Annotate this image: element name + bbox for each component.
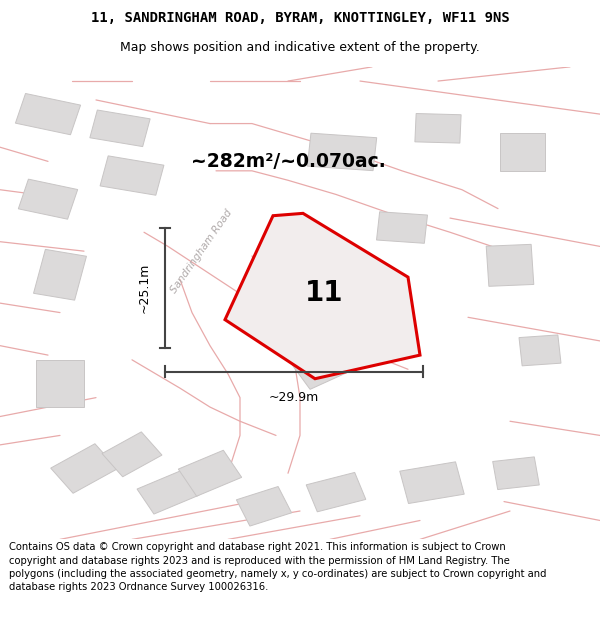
Text: Sandringham Road: Sandringham Road: [169, 208, 233, 295]
Polygon shape: [90, 110, 150, 147]
Polygon shape: [307, 133, 377, 171]
Text: ~29.9m: ~29.9m: [269, 391, 319, 404]
Polygon shape: [236, 486, 292, 526]
Polygon shape: [225, 213, 420, 379]
Polygon shape: [377, 212, 427, 243]
Polygon shape: [137, 470, 199, 514]
Polygon shape: [287, 330, 373, 389]
Polygon shape: [36, 360, 84, 407]
Text: Map shows position and indicative extent of the property.: Map shows position and indicative extent…: [120, 41, 480, 54]
Polygon shape: [306, 472, 366, 512]
Polygon shape: [493, 457, 539, 489]
Polygon shape: [519, 335, 561, 366]
Polygon shape: [400, 462, 464, 504]
Polygon shape: [328, 259, 392, 299]
Polygon shape: [16, 94, 80, 135]
Polygon shape: [50, 444, 118, 493]
Polygon shape: [499, 133, 545, 171]
Text: ~25.1m: ~25.1m: [137, 262, 151, 313]
Text: ~282m²/~0.070ac.: ~282m²/~0.070ac.: [191, 152, 385, 171]
Text: 11, SANDRINGHAM ROAD, BYRAM, KNOTTINGLEY, WF11 9NS: 11, SANDRINGHAM ROAD, BYRAM, KNOTTINGLEY…: [91, 11, 509, 26]
Text: 11: 11: [305, 279, 343, 308]
Text: Contains OS data © Crown copyright and database right 2021. This information is : Contains OS data © Crown copyright and d…: [9, 542, 547, 592]
Polygon shape: [102, 432, 162, 477]
Polygon shape: [178, 450, 242, 496]
Polygon shape: [486, 244, 534, 286]
Polygon shape: [100, 156, 164, 195]
Polygon shape: [34, 249, 86, 300]
Polygon shape: [19, 179, 77, 219]
Polygon shape: [415, 114, 461, 143]
